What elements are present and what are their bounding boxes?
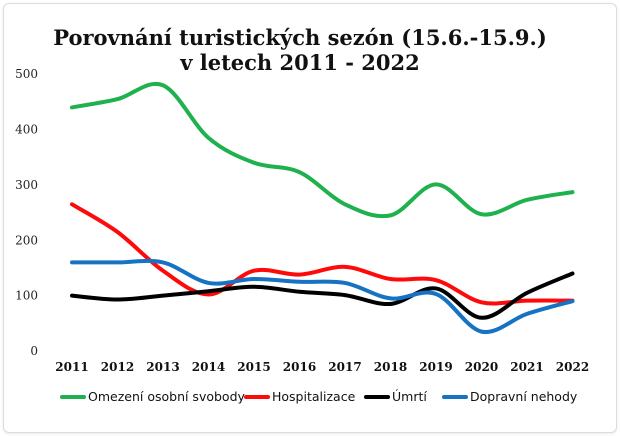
legend-label: Dopravní nehody bbox=[470, 389, 578, 404]
x-tick-label: 2017 bbox=[328, 360, 361, 374]
x-tick-label: 2019 bbox=[419, 360, 452, 374]
x-tick-label: 2013 bbox=[146, 360, 179, 374]
y-tick-label: 100 bbox=[15, 289, 38, 303]
series-line-2 bbox=[70, 271, 575, 320]
y-tick-label: 400 bbox=[15, 123, 38, 137]
x-tick-label: 2018 bbox=[374, 360, 407, 374]
x-tick-label: 2015 bbox=[237, 360, 270, 374]
series-line-0 bbox=[70, 81, 575, 219]
x-tick-label: 2011 bbox=[55, 360, 88, 374]
series-line-3 bbox=[70, 258, 575, 335]
legend-label: Hospitalizace bbox=[272, 389, 356, 404]
x-tick-label: 2016 bbox=[283, 360, 316, 374]
x-axis: 2011 2012 2013 2014 2015 2016 2017 2018 2019 2020… bbox=[55, 360, 589, 374]
legend: Omezení osobní svobody Hospitalizace Úmrtí… bbox=[60, 389, 578, 404]
x-tick-label: 2012 bbox=[101, 360, 134, 374]
x-tick-label: 2021 bbox=[510, 360, 543, 374]
x-tick-label: 2014 bbox=[192, 360, 225, 374]
plot-area bbox=[70, 81, 575, 335]
x-tick-label: 2020 bbox=[465, 360, 498, 374]
chart-title-line2: v letech 2011 - 2022 bbox=[179, 50, 420, 75]
chart-title-line1: Porovnání turistických sezón (15.6.-15.9… bbox=[53, 25, 547, 50]
y-tick-label: 300 bbox=[15, 178, 38, 192]
chart-card bbox=[3, 3, 617, 433]
y-tick-label: 0 bbox=[30, 344, 38, 358]
series-line-1 bbox=[70, 202, 575, 306]
x-tick-label: 2022 bbox=[556, 360, 589, 374]
legend-label: Omezení osobní svobody bbox=[88, 389, 246, 404]
y-axis: 0 100 200 300 400 500 bbox=[15, 67, 38, 358]
y-tick-label: 500 bbox=[15, 67, 38, 81]
legend-label: Úmrtí bbox=[392, 389, 427, 404]
y-tick-label: 200 bbox=[15, 233, 38, 247]
